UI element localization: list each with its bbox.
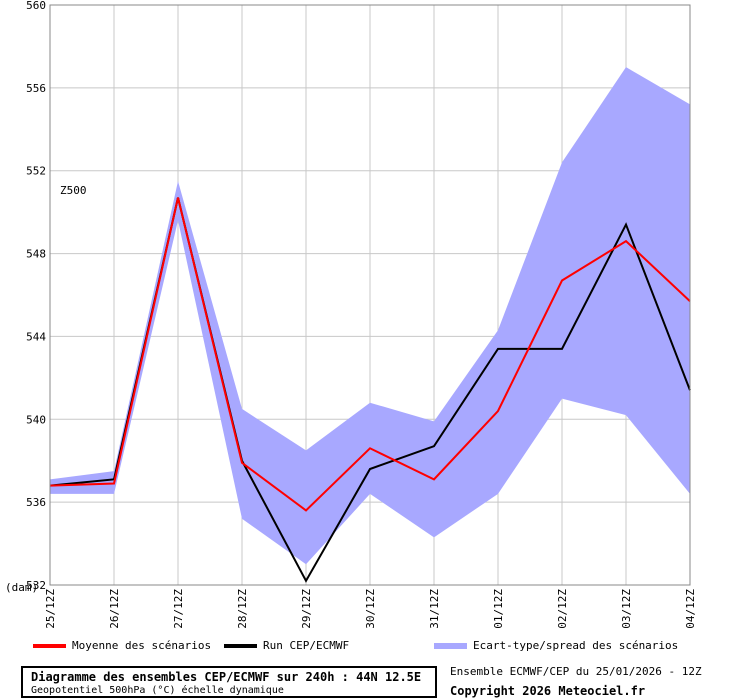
info-title: Diagramme des ensembles CEP/ECMWF sur 24… — [31, 670, 422, 684]
x-tick-label: 01/12Z — [492, 589, 505, 629]
series-mean-line — [49, 197, 691, 512]
y-tick-label: 548 — [26, 248, 46, 261]
x-tick-label: 29/12Z — [300, 589, 313, 629]
series-lines — [49, 197, 691, 583]
y-tick-label: 556 — [26, 82, 46, 95]
legend-mean-label: Moyenne des scénarios — [72, 639, 212, 652]
y-tick-label: 560 — [26, 0, 46, 12]
mean-swatch — [33, 643, 66, 648]
info-box: Diagramme des ensembles CEP/ECMWF sur 24… — [21, 666, 437, 698]
legend-run-label: Run CEP/ECMWF — [263, 639, 350, 652]
spread-swatch — [434, 642, 467, 649]
copyright: Copyright 2026 Meteociel.fr — [450, 684, 646, 698]
x-tick-label: 04/12Z — [684, 589, 697, 629]
legend-run: Run CEP/ECMWF — [224, 639, 349, 652]
z500-annotation: Z500 — [60, 184, 87, 197]
axis-labels: 532 536 540 544 548 552 556 560 25/12Z 26/12Z 27/1… — [26, 0, 697, 629]
x-tick-label: 31/12Z — [428, 589, 441, 629]
x-tick-label: 03/12Z — [620, 589, 633, 629]
info-subtitle: Geopotentiel 500hPa (°C) échelle dynamiq… — [31, 685, 284, 696]
y-tick-label: 544 — [26, 330, 46, 343]
plot-frame — [49, 4, 691, 586]
unit-label: (dam) — [5, 581, 38, 594]
spread-band — [50, 67, 690, 565]
ensemble-chart: 532 536 540 544 548 552 556 560 25/12Z 26/12Z 27/1… — [5, 0, 697, 629]
y-tick-label: 532 — [26, 579, 46, 592]
x-tick-label: 25/12Z — [44, 589, 57, 629]
legend-mean: Moyenne des scénarios — [33, 639, 211, 652]
x-tick-label: 26/12Z — [108, 589, 121, 629]
x-tick-label: 27/12Z — [172, 589, 185, 629]
x-tick-label: 28/12Z — [236, 589, 249, 629]
legend-spread-label: Ecart-type/spread des scénarios — [473, 639, 679, 652]
run-swatch — [224, 643, 257, 648]
y-tick-label: 552 — [26, 165, 46, 178]
legend-spread: Ecart-type/spread des scénarios — [434, 639, 678, 652]
run-info: Ensemble ECMWF/CEP du 25/01/2026 - 12Z — [450, 665, 702, 678]
x-tick-label: 02/12Z — [556, 589, 569, 629]
y-tick-label: 536 — [26, 496, 46, 509]
x-tick-label: 30/12Z — [364, 589, 377, 629]
y-tick-label: 540 — [26, 413, 46, 426]
